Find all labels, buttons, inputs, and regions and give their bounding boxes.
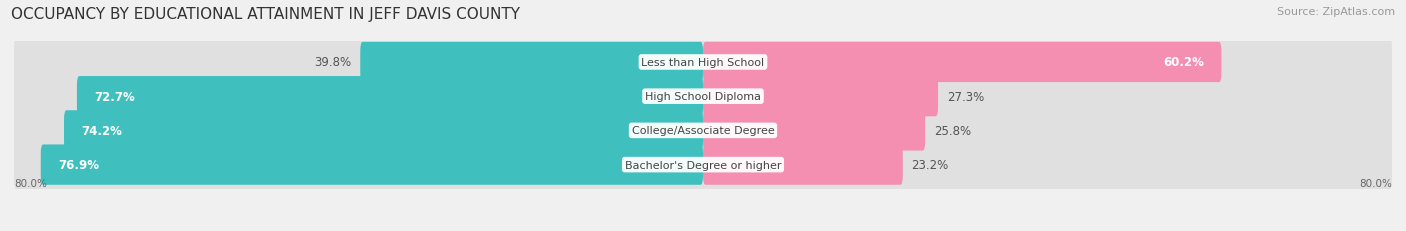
FancyBboxPatch shape	[14, 71, 1392, 123]
FancyBboxPatch shape	[703, 145, 903, 185]
Text: 76.9%: 76.9%	[58, 158, 98, 171]
Text: 27.3%: 27.3%	[946, 90, 984, 103]
FancyBboxPatch shape	[360, 43, 703, 83]
Text: 60.2%: 60.2%	[1163, 56, 1204, 69]
Text: 25.8%: 25.8%	[934, 124, 972, 137]
FancyBboxPatch shape	[65, 111, 703, 151]
FancyBboxPatch shape	[14, 105, 1392, 157]
FancyBboxPatch shape	[14, 37, 1392, 89]
Text: College/Associate Degree: College/Associate Degree	[631, 126, 775, 136]
Text: Less than High School: Less than High School	[641, 58, 765, 68]
FancyBboxPatch shape	[77, 77, 703, 117]
Text: Source: ZipAtlas.com: Source: ZipAtlas.com	[1277, 7, 1395, 17]
Text: 72.7%: 72.7%	[94, 90, 135, 103]
Text: High School Diploma: High School Diploma	[645, 92, 761, 102]
Text: 39.8%: 39.8%	[315, 56, 352, 69]
FancyBboxPatch shape	[703, 77, 938, 117]
FancyBboxPatch shape	[41, 145, 703, 185]
Text: 80.0%: 80.0%	[14, 178, 46, 188]
Text: 74.2%: 74.2%	[82, 124, 122, 137]
Text: OCCUPANCY BY EDUCATIONAL ATTAINMENT IN JEFF DAVIS COUNTY: OCCUPANCY BY EDUCATIONAL ATTAINMENT IN J…	[11, 7, 520, 22]
FancyBboxPatch shape	[703, 111, 925, 151]
FancyBboxPatch shape	[14, 139, 1392, 191]
Text: 80.0%: 80.0%	[1360, 178, 1392, 188]
Text: Bachelor's Degree or higher: Bachelor's Degree or higher	[624, 160, 782, 170]
Text: 23.2%: 23.2%	[911, 158, 949, 171]
FancyBboxPatch shape	[703, 43, 1222, 83]
